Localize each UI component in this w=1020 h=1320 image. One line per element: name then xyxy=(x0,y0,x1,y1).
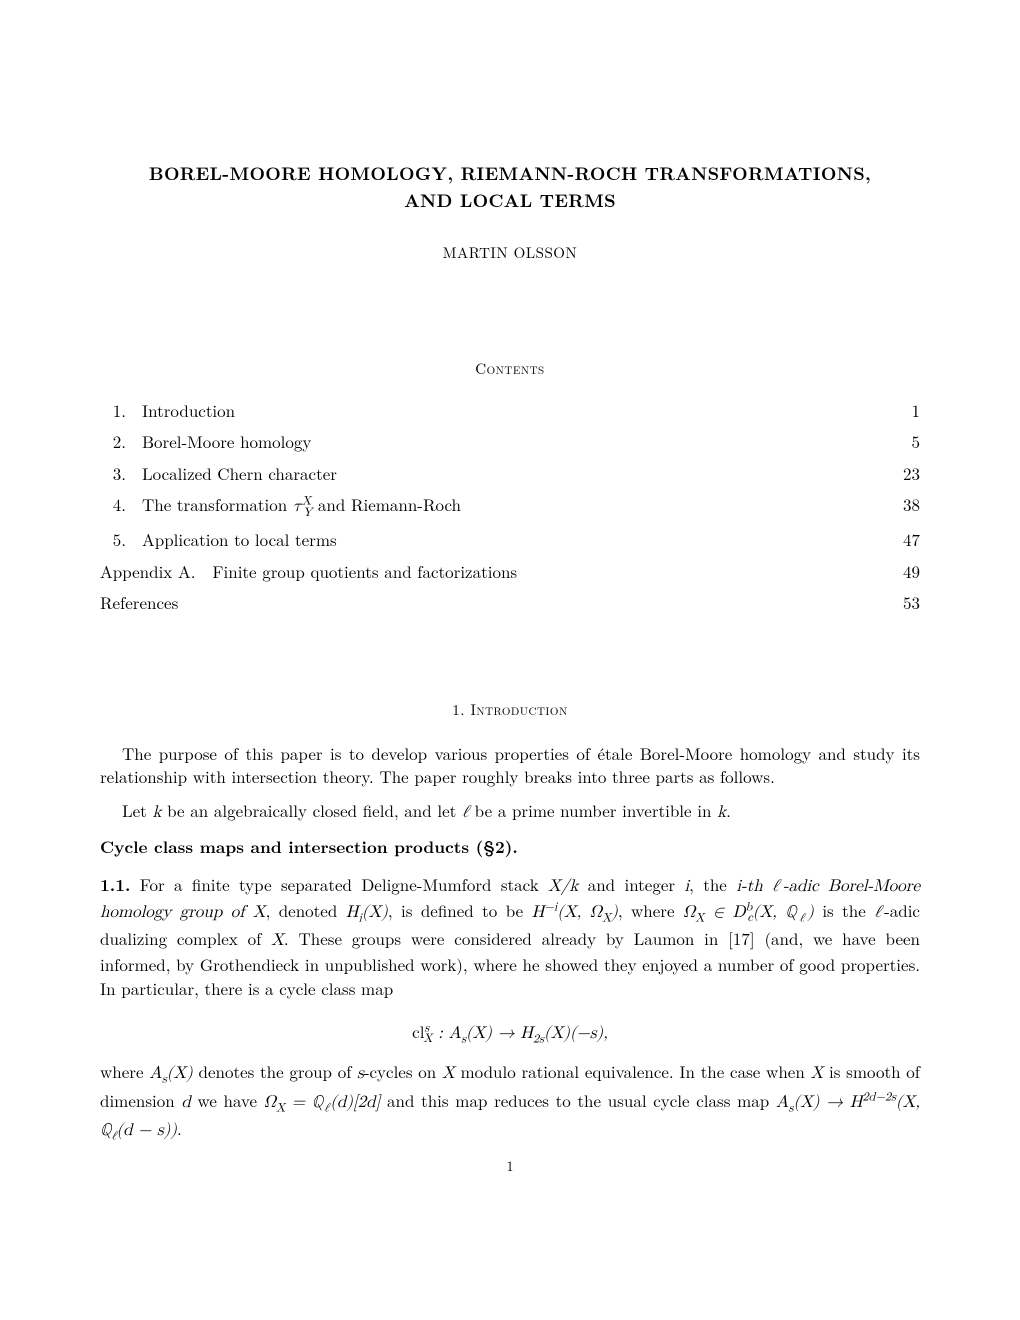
section-heading: 1. Introduction xyxy=(100,699,920,720)
toc-label: Localized Chern character xyxy=(142,461,337,485)
page-number: 1 xyxy=(100,1156,920,1176)
title-line-1: BOREL-MOORE HOMOLOGY, RIEMANN-ROCH TRANS… xyxy=(149,161,871,186)
toc-page: 49 xyxy=(903,556,920,587)
paragraph: The purpose of this paper is to develop … xyxy=(100,742,920,790)
toc-num: 1. xyxy=(100,395,126,426)
contents-heading: Contents xyxy=(100,358,920,379)
toc-page: 38 xyxy=(903,489,920,524)
page: BOREL-MOORE HOMOLOGY, RIEMANN-ROCH TRANS… xyxy=(0,0,1020,1216)
toc-label: References xyxy=(100,590,178,614)
paragraph: where As(X) denotes the group of s-cycle… xyxy=(100,1060,920,1146)
paragraph: 1.1. For a finite type separated Deligne… xyxy=(100,873,920,1001)
toc-page: 1 xyxy=(912,395,921,426)
toc-row: 5. Application to local terms 47 xyxy=(100,524,920,555)
toc-page: 47 xyxy=(903,524,920,555)
toc-row: References 53 xyxy=(100,587,920,618)
paragraph-text: For a finite type separated Deligne-Mumf… xyxy=(100,872,920,1000)
toc-page: 53 xyxy=(903,587,920,618)
toc-num: 5. xyxy=(100,524,126,555)
toc-label: Appendix A. Finite group quotients and f… xyxy=(100,559,517,583)
paragraph: Let k be an algebraically closed field, … xyxy=(100,799,920,825)
toc-row: 1. Introduction 1 xyxy=(100,395,920,426)
toc-num: 4. xyxy=(100,489,126,520)
toc-num: 2. xyxy=(100,426,126,457)
subsection-heading: Cycle class maps and intersection produc… xyxy=(100,835,920,859)
author: MARTIN OLSSON xyxy=(100,242,920,263)
toc-row: 4. The transformation τXY and Riemann-Roc… xyxy=(100,489,920,524)
table-of-contents: 1. Introduction 1 2. Borel-Moore homology … xyxy=(100,395,920,619)
toc-row: 3. Localized Chern character 23 xyxy=(100,458,920,489)
paper-title: BOREL-MOORE HOMOLOGY, RIEMANN-ROCH TRANS… xyxy=(100,160,920,214)
toc-row: Appendix A. Finite group quotients and f… xyxy=(100,556,920,587)
display-equation: clsX : As(X) → H2s(X)(−s), xyxy=(100,1019,920,1046)
toc-num: 3. xyxy=(100,458,126,489)
toc-page: 5 xyxy=(912,426,921,457)
toc-label: The transformation τXY and Riemann-Roch xyxy=(142,492,461,516)
toc-label: Introduction xyxy=(142,398,235,422)
toc-page: 23 xyxy=(903,458,920,489)
toc-label: Borel-Moore homology xyxy=(142,429,311,453)
toc-label: Application to local terms xyxy=(142,527,337,551)
toc-row: 2. Borel-Moore homology 5 xyxy=(100,426,920,457)
paragraph-number: 1.1. xyxy=(100,873,130,897)
title-line-2: AND LOCAL TERMS xyxy=(404,188,616,213)
